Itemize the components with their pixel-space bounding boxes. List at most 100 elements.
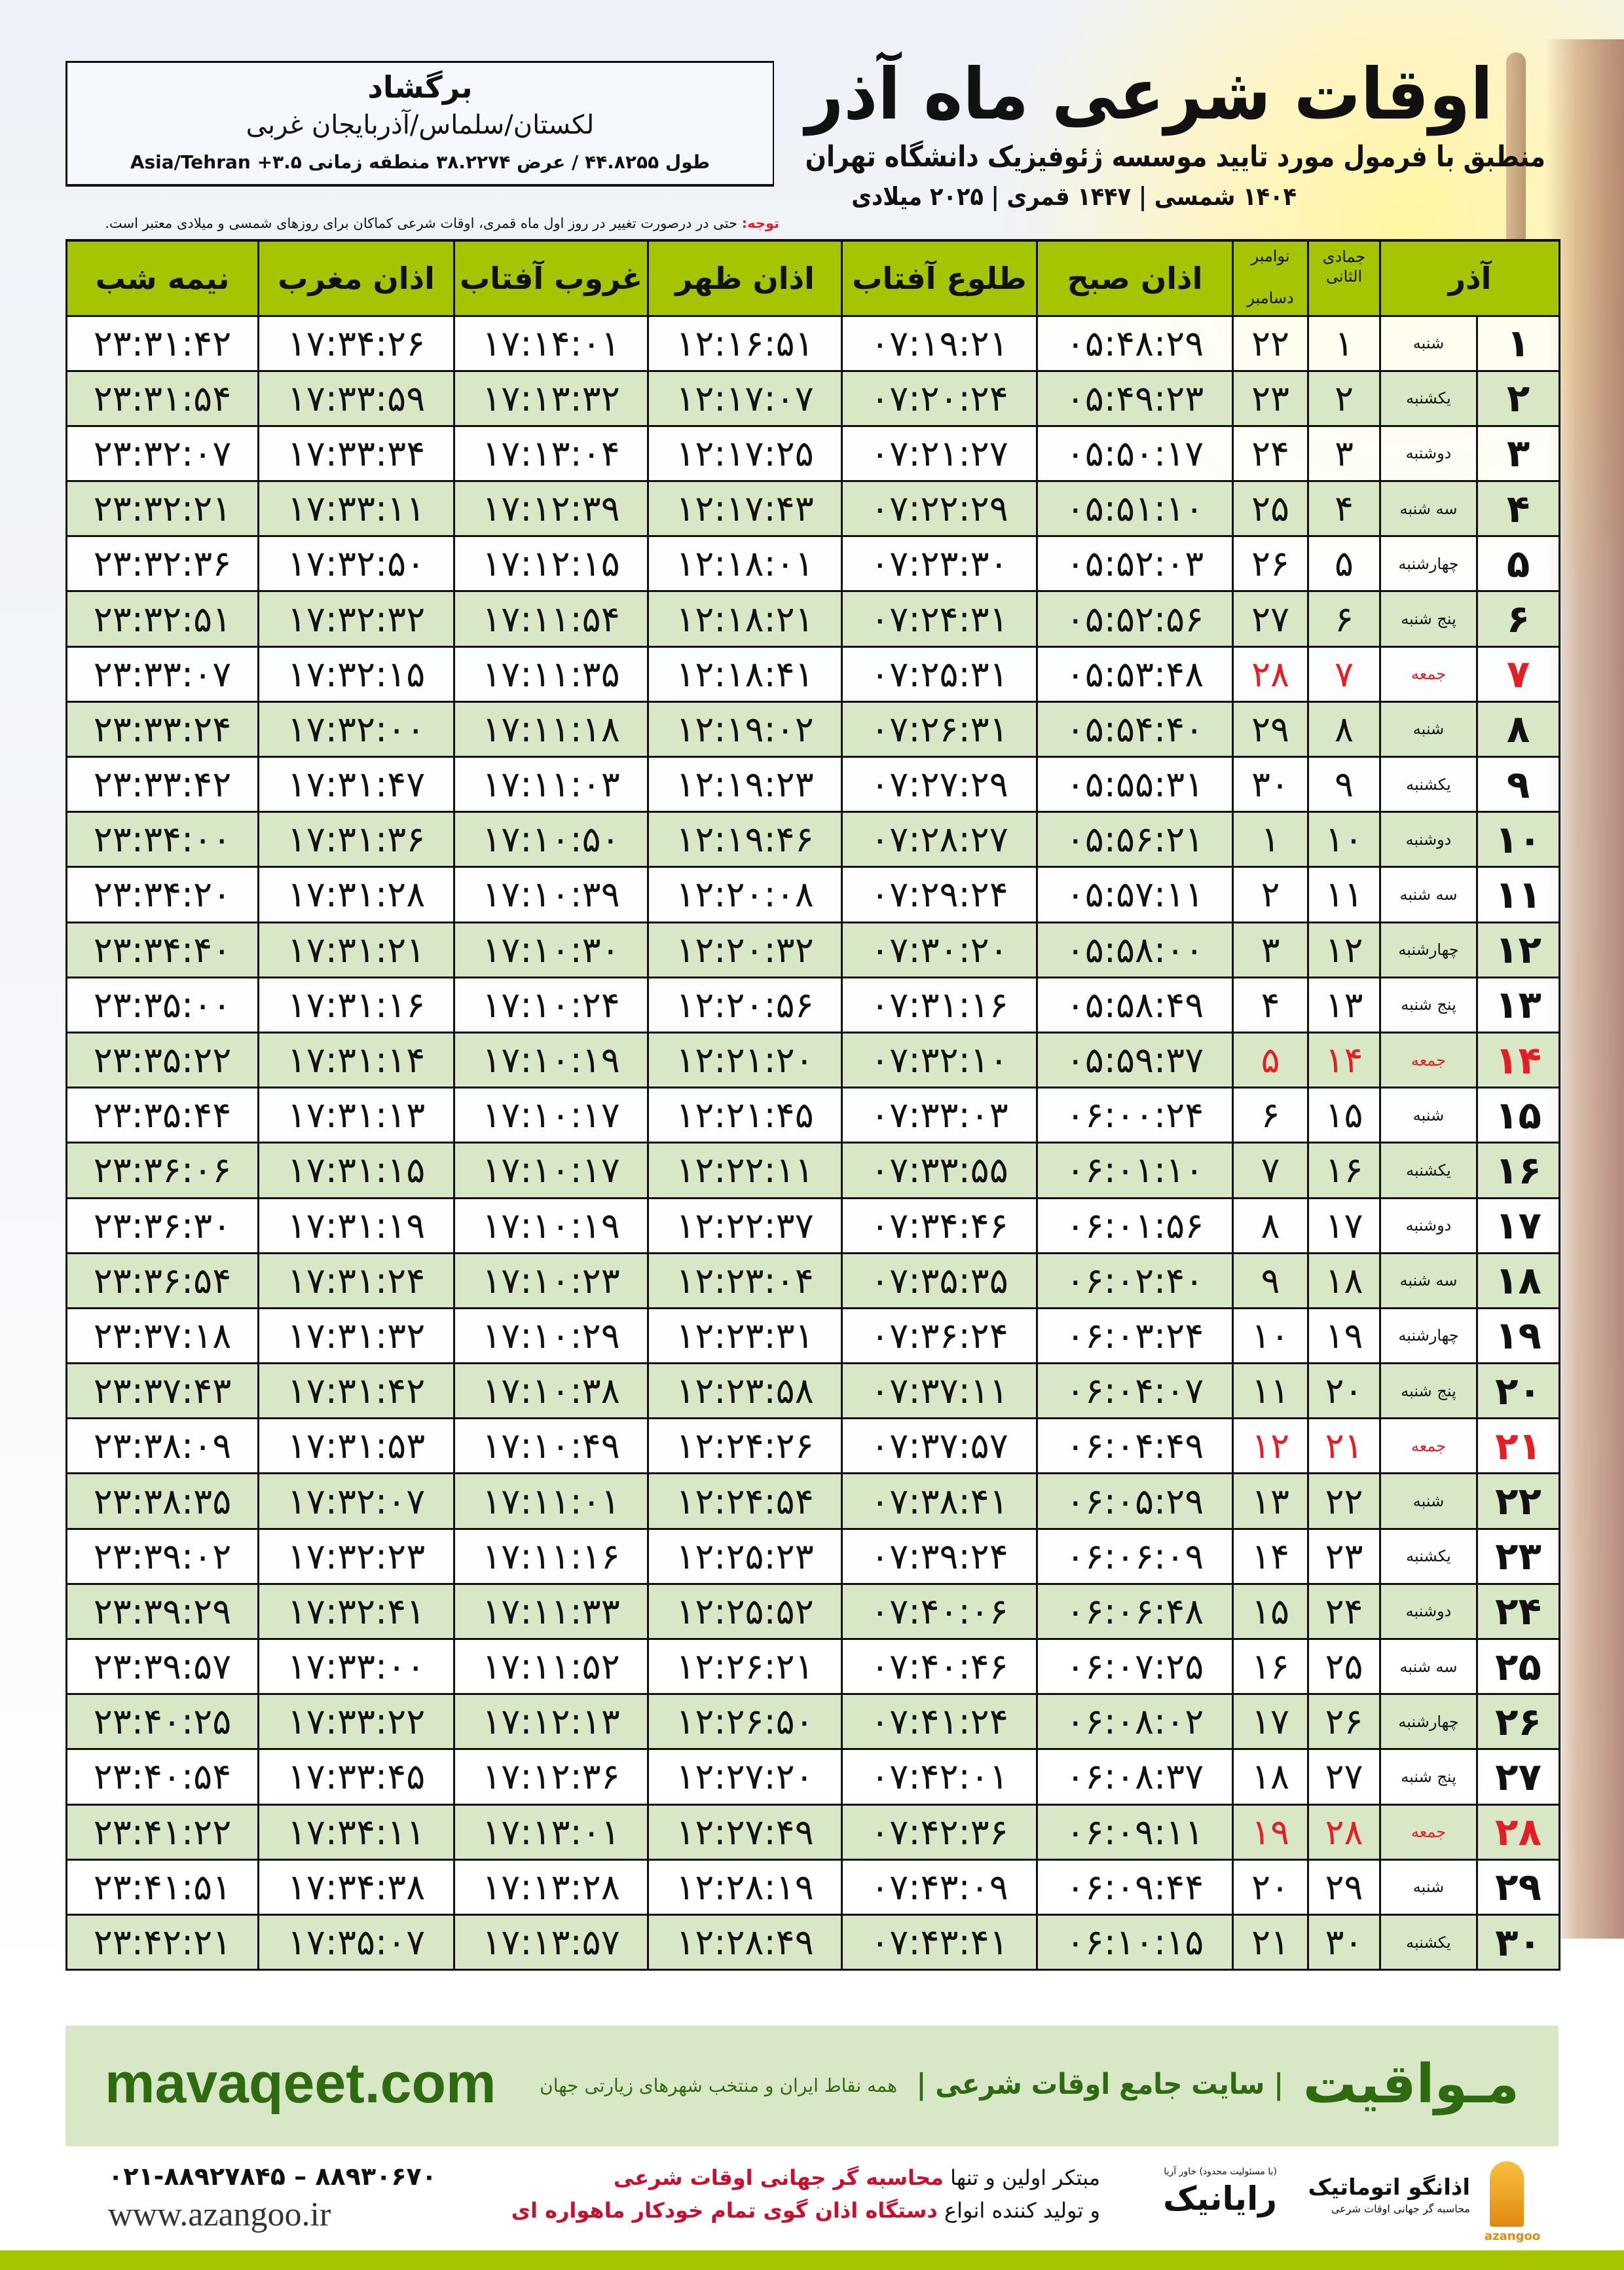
cell-midnight: ۲۳:۴۰:۲۵: [65, 1693, 259, 1751]
cell-hijri: ۱۸: [1307, 1252, 1381, 1309]
cell-weekday: شنبه: [1378, 314, 1479, 372]
cell-hijri: ۱۷: [1307, 1197, 1381, 1254]
cell-sunrise: ۰۷:۴۲:۰۱: [841, 1748, 1038, 1806]
table-row: ۱۱ سه شنبه ۱۱ ۲ ۰۵:۵۷:۱۱ ۰۷:۲۹:۲۴ ۱۲:۲۰:۰۸ ۱۷:۱…: [65, 866, 1561, 923]
cell-dhuhr: ۱۲:۱۸:۰۱: [647, 535, 843, 593]
cell-dhuhr: ۱۲:۱۸:۲۱: [647, 590, 843, 648]
cell-weekday: سه شنبه: [1378, 1252, 1479, 1309]
cell-fajr: ۰۶:۰۱:۱۰: [1036, 1142, 1234, 1199]
minaret-image: [1506, 52, 1526, 249]
cell-dhuhr: ۱۲:۲۸:۱۹: [647, 1858, 843, 1916]
cell-weekday: سه شنبه: [1378, 480, 1479, 538]
rayanik-sub: (با مسئولیت محدود) خاور آریا: [1164, 2167, 1277, 2177]
cell-maghrib: ۱۷:۳۲:۲۳: [257, 1527, 455, 1585]
cell-midnight: ۲۳:۳۶:۳۰: [65, 1197, 259, 1254]
col-sunrise: طلوع آفتاب: [841, 239, 1038, 317]
cell-weekday: چهارشنبه: [1378, 535, 1479, 593]
cell-weekday: شنبه: [1378, 1472, 1479, 1530]
azangoo-link[interactable]: www.azangoo.ir: [108, 2196, 331, 2233]
cell-greg: ۳۰: [1232, 755, 1309, 813]
cell-maghrib: ۱۷:۳۱:۲۴: [257, 1252, 455, 1309]
mavaqeet-link[interactable]: mavaqeet.com: [105, 2052, 496, 2115]
cell-midnight: ۲۳:۳۵:۴۴: [65, 1087, 259, 1144]
col-hijri: جمادی الثانی: [1307, 239, 1381, 317]
table-row: ۲۵ سه شنبه ۲۵ ۱۶ ۰۶:۰۷:۲۵ ۰۷:۴۰:۴۶ ۱۲:۲۶:۲۱ ۱۷:…: [65, 1637, 1561, 1696]
cell-sunrise: ۰۷:۲۵:۳۱: [841, 645, 1038, 703]
mavaqeet-banner: مـواقیت | سایت جامع اوقات شرعی | همه نقا…: [65, 2026, 1559, 2146]
cell-weekday: دوشنبه: [1378, 424, 1479, 483]
cell-sunset: ۱۷:۱۱:۳۳: [453, 1582, 649, 1641]
cell-fajr: ۰۵:۵۶:۲۱: [1036, 811, 1234, 868]
cell-greg: ۱: [1232, 811, 1309, 868]
cell-fajr: ۰۵:۵۴:۴۰: [1036, 700, 1234, 758]
table-row: ۱۴ جمعه ۱۴ ۵ ۰۵:۵۹:۳۷ ۰۷:۳۲:۱۰ ۱۲:۲۱:۲۰ ۱۷:۱۰:۱…: [65, 1031, 1561, 1089]
cell-fajr: ۰۶:۰۹:۱۱: [1036, 1803, 1234, 1861]
page-title: اوقات شرعی ماه آذر: [805, 54, 1493, 136]
cell-maghrib: ۱۷:۳۳:۰۰: [257, 1637, 455, 1696]
cell-day: ۱۵: [1476, 1087, 1561, 1144]
cell-greg: ۳: [1232, 921, 1309, 978]
cell-hijri: ۲۹: [1307, 1858, 1381, 1916]
cell-fajr: ۰۵:۵۱:۱۰: [1036, 480, 1234, 538]
cell-sunset: ۱۷:۱۳:۳۲: [453, 369, 649, 427]
table-row: ۲۲ شنبه ۲۲ ۱۳ ۰۶:۰۵:۲۹ ۰۷:۳۸:۴۱ ۱۲:۲۴:۵۴ ۱۷:۱۱:…: [65, 1472, 1561, 1530]
page-subtitle: منطبق با فرمول مورد تایید موسسه ژئوفیزیک…: [805, 140, 1545, 174]
cell-day: ۱: [1476, 314, 1561, 372]
cell-weekday: یکشنبه: [1378, 1913, 1479, 1971]
cell-sunset: ۱۷:۱۰:۵۰: [453, 811, 649, 868]
table-header: آذر جمادی الثانی نوامبر دسامبر اذان صبح ط…: [65, 239, 1561, 317]
cell-sunset: ۱۷:۱۰:۲۴: [453, 976, 649, 1033]
table-row: ۵ چهارشنبه ۵ ۲۶ ۰۵:۵۲:۰۳ ۰۷:۲۳:۳۰ ۱۲:۱۸:۰۱ ۱۷:۱…: [65, 535, 1561, 593]
cell-hijri: ۴: [1307, 480, 1381, 538]
cell-hijri: ۲۸: [1307, 1803, 1381, 1861]
cell-greg: ۵: [1232, 1031, 1309, 1089]
cell-dhuhr: ۱۲:۲۲:۳۷: [647, 1197, 843, 1254]
table-row: ۴ سه شنبه ۴ ۲۵ ۰۵:۵۱:۱۰ ۰۷:۲۲:۲۹ ۱۲:۱۷:۴۳ ۱۷:۱۲…: [65, 480, 1561, 538]
cell-maghrib: ۱۷:۳۳:۲۲: [257, 1693, 455, 1751]
cell-sunset: ۱۷:۱۰:۱۹: [453, 1197, 649, 1254]
cell-fajr: ۰۶:۰۰:۲۴: [1036, 1087, 1234, 1144]
cell-greg: ۱۴: [1232, 1527, 1309, 1585]
cell-dhuhr: ۱۲:۱۸:۴۱: [647, 645, 843, 703]
azangoo-logo: اذانگو اتوماتیک محاسبه گر جهانی اوقات شرع…: [1293, 2173, 1470, 2216]
cell-fajr: ۰۶:۰۵:۲۹: [1036, 1472, 1234, 1530]
table-row: ۸ شنبه ۸ ۲۹ ۰۵:۵۴:۴۰ ۰۷:۲۶:۳۱ ۱۲:۱۹:۰۲ ۱۷:۱۱:۱۸…: [65, 700, 1561, 758]
cell-day: ۱۳: [1476, 976, 1561, 1033]
cell-sunrise: ۰۷:۴۰:۴۶: [841, 1637, 1038, 1696]
cell-hijri: ۱۹: [1307, 1307, 1381, 1365]
cell-hijri: ۱۴: [1307, 1031, 1381, 1089]
col-maghrib: اذان مغرب: [257, 239, 455, 317]
table-row: ۳۰ یکشنبه ۳۰ ۲۱ ۰۶:۱۰:۱۵ ۰۷:۴۳:۴۱ ۱۲:۲۸:۴۹ ۱۷:۱…: [65, 1913, 1561, 1971]
cell-day: ۲۵: [1476, 1637, 1561, 1696]
cell-midnight: ۲۳:۳۴:۰۰: [65, 811, 259, 868]
cell-dhuhr: ۱۲:۲۲:۱۱: [647, 1142, 843, 1199]
cell-midnight: ۲۳:۳۹:۵۷: [65, 1637, 259, 1696]
cell-maghrib: ۱۷:۳۵:۰۷: [257, 1913, 455, 1971]
table-row: ۱۶ یکشنبه ۱۶ ۷ ۰۶:۰۱:۱۰ ۰۷:۳۳:۵۵ ۱۲:۲۲:۱۱ ۱۷:۱۰…: [65, 1142, 1561, 1199]
cell-sunset: ۱۷:۱۰:۳۹: [453, 866, 649, 923]
cell-dhuhr: ۱۲:۱۹:۰۲: [647, 700, 843, 758]
table-row: ۲۱ جمعه ۲۱ ۱۲ ۰۶:۰۴:۴۹ ۰۷:۳۷:۵۷ ۱۲:۲۴:۲۶ ۱۷:۱۰:…: [65, 1417, 1561, 1475]
cell-day: ۲۰: [1476, 1362, 1561, 1420]
cell-greg: ۱۶: [1232, 1637, 1309, 1696]
cell-maghrib: ۱۷:۳۱:۳۶: [257, 811, 455, 868]
cell-hijri: ۹: [1307, 755, 1381, 813]
cell-day: ۱۰: [1476, 811, 1561, 868]
cell-greg: ۲۹: [1232, 700, 1309, 758]
cell-greg: ۲۰: [1232, 1858, 1309, 1916]
cell-sunrise: ۰۷:۱۹:۲۱: [841, 314, 1038, 372]
cell-weekday: چهارشنبه: [1378, 1693, 1479, 1751]
cell-greg: ۱۷: [1232, 1693, 1309, 1751]
cell-midnight: ۲۳:۳۸:۳۵: [65, 1472, 259, 1530]
cell-hijri: ۲۴: [1307, 1582, 1381, 1641]
cell-day: ۲۶: [1476, 1693, 1561, 1751]
mavaqeet-logo: مـواقیت: [1302, 2053, 1519, 2115]
cell-sunset: ۱۷:۱۱:۵۴: [453, 590, 649, 648]
cell-midnight: ۲۳:۳۲:۳۶: [65, 535, 259, 593]
azangoo-name: اذانگو اتوماتیک: [1308, 2174, 1470, 2201]
cell-sunrise: ۰۷:۲۸:۲۷: [841, 811, 1038, 868]
cell-hijri: ۲: [1307, 369, 1381, 427]
cell-sunrise: ۰۷:۴۳:۴۱: [841, 1913, 1038, 1971]
table-row: ۱۲ چهارشنبه ۱۲ ۳ ۰۵:۵۸:۰۰ ۰۷:۳۰:۲۰ ۱۲:۲۰:۳۲ ۱۷:…: [65, 921, 1561, 978]
cell-fajr: ۰۶:۰۶:۰۹: [1036, 1527, 1234, 1585]
